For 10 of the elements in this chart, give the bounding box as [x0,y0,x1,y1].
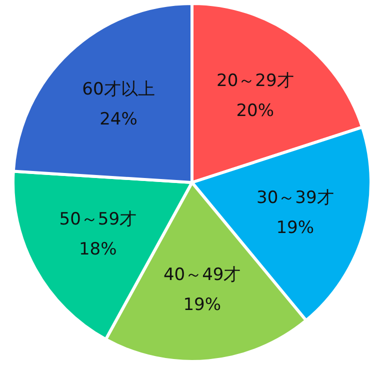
data-label: 19% [183,294,222,315]
data-label: 18% [78,240,117,260]
data-label: 24% [100,110,138,130]
slice-label: 40～49才 [163,264,241,285]
data-label: 19% [276,218,314,238]
slice-label: 20～29才 [216,71,294,92]
slice-label: 30～39才 [256,188,334,208]
data-label: 20% [236,101,274,122]
slice-label: 50～59才 [59,210,137,230]
slice-label: 60才以上 [82,80,155,100]
